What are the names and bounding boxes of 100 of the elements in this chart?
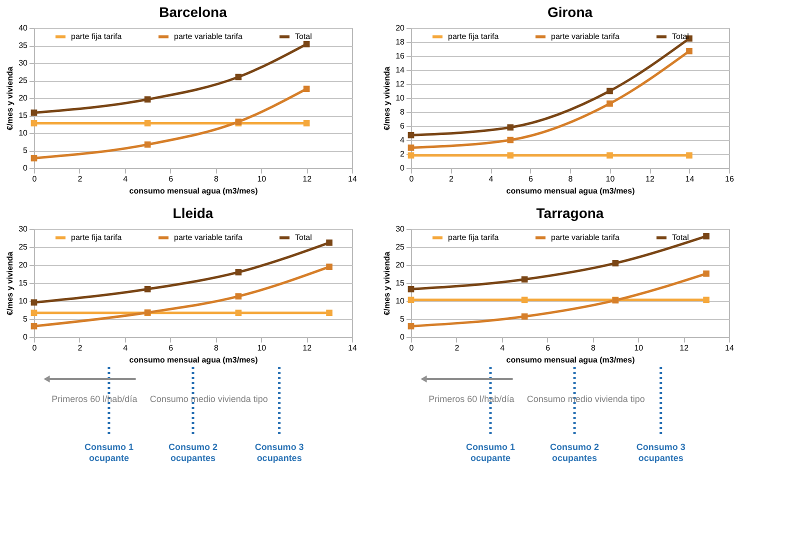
point — [507, 152, 514, 159]
point — [235, 310, 242, 316]
y-tick-label: 20 — [396, 24, 406, 32]
x-tick-label: 2 — [449, 174, 454, 184]
ref-line-label: Consumo 3 ocupantes — [636, 442, 686, 463]
x-tick-label: 12 — [302, 174, 312, 184]
point — [326, 240, 332, 246]
y-tick-label: 4 — [400, 136, 406, 144]
x-axis-title: consumo mensual agua (m3/mes) — [506, 356, 636, 364]
y-tick-label: 30 — [396, 224, 406, 234]
legend-label: parte fija tarifa — [71, 232, 122, 242]
x-tick-label: 4 — [123, 174, 128, 184]
y-tick-label: 10 — [396, 296, 406, 306]
point — [521, 296, 528, 304]
legend-label: parte fija tarifa — [71, 32, 122, 41]
x-tick-label: 6 — [168, 344, 174, 352]
y-tick-label: 40 — [18, 24, 28, 32]
point — [408, 296, 414, 304]
x-tick-label: 8 — [214, 174, 219, 184]
chart-title: Girona — [547, 4, 593, 20]
text: Consumo medio vivienda tipo — [526, 394, 645, 404]
y-tick-label: 6 — [400, 122, 406, 130]
point — [303, 40, 310, 48]
text: Primeros 60 l/hab/día — [52, 394, 138, 404]
y-tick-label: 15 — [18, 278, 28, 288]
point — [408, 152, 414, 159]
point — [235, 293, 242, 300]
x-tick-label: 8 — [568, 174, 574, 184]
x-tick-label: 2 — [454, 344, 460, 352]
point — [144, 141, 151, 148]
y-axis-title: €/mes y vivienda — [6, 251, 15, 316]
legend-label: Total — [672, 32, 690, 41]
x-tick-label: 0 — [409, 174, 414, 184]
point — [606, 100, 613, 107]
point — [606, 152, 613, 159]
y-tick-label: 15 — [18, 111, 28, 120]
point — [521, 313, 528, 320]
point — [408, 323, 414, 330]
point — [144, 120, 151, 126]
y-axis-title: €/mes y vivienda — [382, 251, 392, 316]
y-tick-label: 12 — [396, 80, 406, 88]
y-tick-label: 10 — [396, 94, 406, 102]
ref-line-label: Consumo 1 ocupante — [466, 442, 516, 463]
y-tick-label: 30 — [18, 224, 28, 234]
y-tick-label: 25 — [18, 242, 28, 252]
ref-line-label: Consumo 2 ocupantes — [168, 442, 218, 463]
chart-title: Tarragona — [536, 205, 604, 221]
x-tick-label: 14 — [348, 344, 358, 352]
x-tick-label: 12 — [680, 344, 690, 352]
x-axis-title: consumo mensual agua (m3/mes) — [506, 186, 636, 196]
y-tick-label: 20 — [396, 260, 406, 270]
point — [703, 233, 710, 240]
point — [303, 120, 310, 126]
y-tick-label: 18 — [396, 38, 406, 46]
point — [408, 286, 414, 292]
y-tick-label: 16 — [396, 52, 406, 60]
y-tick-label: 8 — [400, 108, 406, 116]
point — [30, 120, 38, 126]
legend-label: Total — [672, 232, 690, 242]
x-tick-label: 6 — [528, 174, 534, 184]
y-tick-label: 20 — [18, 260, 28, 270]
y-tick-label: 15 — [396, 278, 406, 288]
point — [686, 152, 692, 159]
x-tick-label: 4 — [488, 174, 494, 184]
x-tick-label: 6 — [546, 344, 551, 352]
point — [408, 132, 414, 138]
point — [235, 74, 242, 80]
x-tick-label: 2 — [78, 174, 83, 184]
y-tick-label: 0 — [23, 164, 28, 172]
point — [144, 96, 151, 103]
x-tick-label: 0 — [32, 174, 38, 184]
point — [507, 124, 514, 131]
chart-title: Lleida — [172, 205, 214, 221]
x-tick-label: 14 — [348, 174, 358, 184]
point — [30, 310, 38, 316]
y-tick-label: 25 — [396, 242, 406, 252]
legend-label: parte variable tarifa — [551, 32, 620, 41]
x-tick-label: 0 — [409, 344, 414, 352]
ref-line-label: Consumo 1 ocupante — [84, 442, 134, 463]
x-tick-label: 10 — [634, 344, 644, 352]
ref-line-label: Consumo 3 ocupantes — [254, 442, 304, 463]
x-tick-label: 8 — [214, 344, 219, 352]
point — [326, 264, 332, 270]
point — [30, 110, 38, 116]
point — [144, 286, 151, 292]
point — [606, 88, 613, 94]
y-tick-label: 0 — [400, 332, 406, 342]
x-tick-label: 0 — [32, 344, 38, 352]
x-tick-label: 16 — [725, 174, 734, 184]
legend-label: parte variable tarifa — [551, 232, 620, 242]
y-tick-label: 0 — [400, 164, 406, 172]
point — [30, 323, 38, 330]
y-tick-label: 5 — [400, 314, 406, 324]
point — [703, 296, 710, 304]
x-tick-label: 10 — [606, 174, 616, 184]
point — [30, 299, 38, 306]
y-tick-label: 10 — [18, 128, 28, 138]
text: Consumo medio vivienda tipo — [150, 394, 268, 404]
y-tick-label: 10 — [18, 296, 28, 306]
legend-label: parte variable tarifa — [174, 32, 244, 41]
